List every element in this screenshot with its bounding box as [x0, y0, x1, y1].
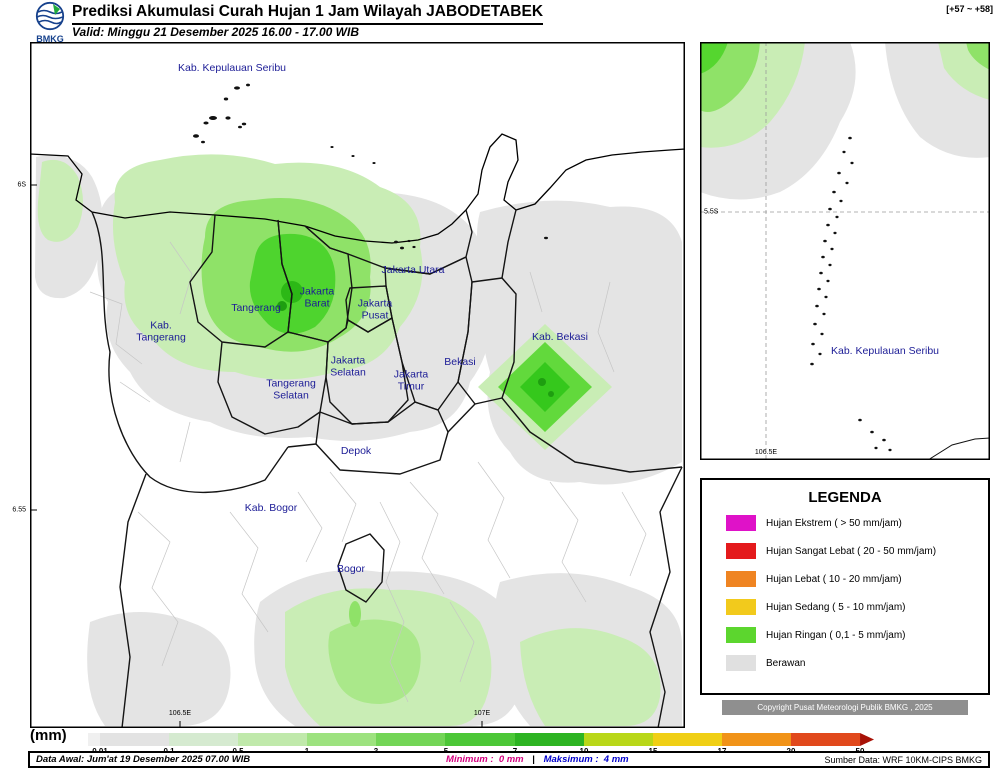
legend-swatch-sangat-lebat [726, 543, 756, 559]
region-label-depok: Depok [340, 445, 372, 458]
region-label-jakarta-timur: Jakarta Timur [393, 368, 429, 392]
map-border [30, 42, 685, 728]
region-label-tangerang: Tangerang [231, 302, 281, 315]
inset-islands [810, 136, 892, 452]
colorbar-segment [583, 733, 653, 746]
colorbar-unit: (mm) [30, 727, 67, 744]
colorbar-lead-segment [88, 733, 100, 746]
copyright-notice: Copyright Pusat Meteorologi Publik BMKG … [722, 700, 968, 715]
footer-status-bar: Data Awal: Jum'at 19 Desember 2025 07.00… [28, 751, 990, 768]
inset-lon-label: 106.5E [754, 449, 778, 456]
colorbar-segment [238, 733, 308, 746]
subdistrict-boundaries [89, 241, 647, 703]
legend-row-sangat-lebat: Hujan Sangat Lebat ( 20 - 50 mm/jam) [726, 543, 988, 559]
minimum-value: 0 mm [498, 754, 524, 765]
legend-label-ringan: Hujan Ringan ( 0,1 - 5 mm/jam) [766, 629, 906, 641]
legend-row-sedang: Hujan Sedang ( 5 - 10 mm/jam) [726, 599, 988, 615]
colorbar-segment [307, 733, 377, 746]
colorbar-segment [721, 733, 791, 746]
minmax-text: Minimum : 0 mm | Maksimum : 4 mm [446, 754, 629, 765]
inset-map-graphic [700, 42, 991, 461]
region-label-bekasi: Bekasi [444, 356, 476, 369]
region-label-tangerang-selatan: Tangerang Selatan [266, 377, 316, 401]
region-label-jakarta-selatan: Jakarta Selatan [330, 354, 366, 378]
colorbar-segment [445, 733, 515, 746]
region-label-kepulauan-seribu: Kab. Kepulauan Seribu [178, 62, 286, 75]
legend-swatch-lebat [726, 571, 756, 587]
main-map: Kab. Kepulauan Seribu Jakarta Utara Jaka… [12, 42, 686, 729]
legend-title: LEGENDA [808, 489, 882, 506]
legend-label-sangat-lebat: Hujan Sangat Lebat ( 20 - 50 mm/jam) [766, 545, 937, 557]
bmkg-logo: BMKG [28, 1, 72, 44]
region-label-kab-bekasi: Kab. Bekasi [531, 331, 589, 344]
legend-swatch-ekstrem [726, 515, 756, 531]
page-title: Prediksi Akumulasi Curah Hujan 1 Jam Wil… [72, 3, 544, 25]
district-boundaries [91, 209, 683, 729]
coastline [29, 133, 686, 244]
inset-region-label: Kab. Kepulauan Seribu [831, 345, 939, 358]
colorbar-segment [100, 733, 170, 746]
lat-label-6-5s: 6.55 [12, 506, 26, 514]
lon-label-107e: 107E [473, 710, 491, 717]
colorbar-segment [514, 733, 584, 746]
minimum-label: Minimum : [446, 754, 494, 765]
colorbar-segment [376, 733, 446, 746]
inset-border [700, 42, 990, 460]
sumber-data-text: Sumber Data: WRF 10KM-CIPS BMKG [824, 754, 982, 765]
maksimum-value: 4 mm [603, 754, 629, 765]
colorbar-segment [169, 733, 239, 746]
region-label-bogor: Bogor [336, 563, 366, 576]
colorbar-segment [790, 733, 861, 746]
bmkg-logo-label: BMKG [36, 34, 64, 44]
legend-label-berawan: Berawan [766, 657, 806, 669]
lat-label-6s: 6S [17, 181, 26, 189]
colorbar-segment [652, 733, 722, 746]
region-label-jakarta-pusat: Jakarta Pusat [357, 297, 393, 321]
inset-lat-label: 5.5S [704, 208, 719, 216]
inset-rain-areas [700, 42, 990, 148]
legend: LEGENDA Hujan Ekstrem ( > 50 mm/jam) Huj… [700, 478, 990, 695]
colorbar [88, 733, 875, 746]
forecast-hour-range: [+57 ~ +58] [946, 4, 993, 14]
lon-label-106-5e: 106.5E [168, 710, 192, 717]
region-label-kab-tangerang: Kab. Tangerang [136, 319, 186, 343]
legend-swatch-berawan [726, 655, 756, 671]
inset-map: Kab. Kepulauan Seribu 5.5S 106.5E [700, 42, 991, 461]
inset-gridlines [700, 42, 990, 460]
page-title-wrap: Prediksi Akumulasi Curah Hujan 1 Jam Wil… [72, 3, 544, 25]
region-label-jakarta-barat: Jakarta Barat [299, 285, 335, 309]
legend-row-ekstrem: Hujan Ekstrem ( > 50 mm/jam) [726, 515, 988, 531]
region-label-kab-bogor: Kab. Bogor [244, 502, 298, 515]
legend-swatch-sedang [726, 599, 756, 615]
legend-label-lebat: Hujan Lebat ( 10 - 20 mm/jam) [766, 573, 902, 585]
inset-coastline [927, 437, 991, 461]
data-awal-text: Data Awal: Jum'at 19 Desember 2025 07.00… [36, 754, 251, 765]
legend-row-lebat: Hujan Lebat ( 10 - 20 mm/jam) [726, 571, 988, 587]
legend-label-ekstrem: Hujan Ekstrem ( > 50 mm/jam) [766, 517, 902, 529]
legend-label-sedang: Hujan Sedang ( 5 - 10 mm/jam) [766, 601, 906, 613]
region-label-jakarta-utara: Jakarta Utara [381, 264, 445, 277]
islands [193, 83, 548, 250]
bmkg-logo-icon [35, 1, 65, 31]
main-map-graphic [29, 42, 686, 729]
maksimum-label: Maksimum : [543, 754, 599, 765]
valid-time: Valid: Minggu 21 Desember 2025 16.00 - 1… [72, 25, 360, 39]
legend-swatch-ringan [726, 627, 756, 643]
legend-row-berawan: Berawan [726, 655, 988, 671]
minmax-separator: | [532, 754, 535, 765]
legend-row-ringan: Hujan Ringan ( 0,1 - 5 mm/jam) [726, 627, 988, 643]
colorbar-overflow-arrow [860, 733, 875, 746]
